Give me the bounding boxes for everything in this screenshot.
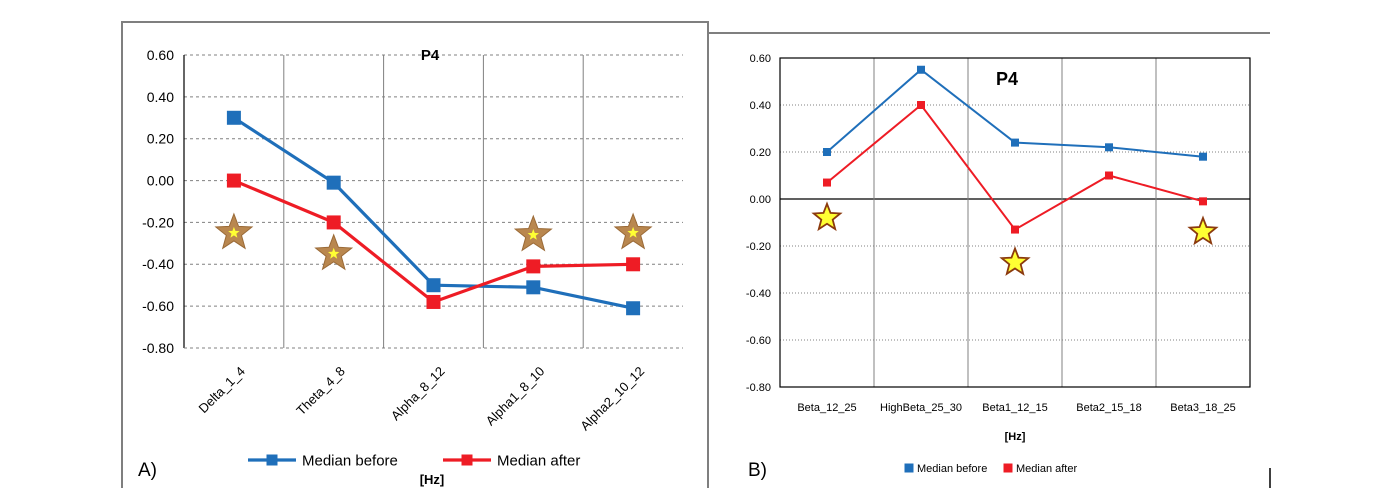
legend-label-after: Median after (497, 452, 580, 469)
data-point-before (426, 278, 441, 293)
y-tick-label: -0.80 (142, 340, 174, 356)
data-point-before (1011, 138, 1019, 147)
significance-star-icon (811, 201, 843, 232)
significance-star-center-icon (527, 229, 539, 240)
data-point-before (1199, 152, 1207, 161)
y-tick-label: 0.00 (147, 172, 174, 188)
data-point-after (626, 257, 641, 272)
legend-marker-before (266, 454, 278, 466)
y-tick-label: -0.60 (746, 335, 771, 347)
y-tick-label: 0.00 (750, 194, 771, 206)
plot-area-border (779, 57, 1251, 388)
significance-star-center-icon (627, 226, 639, 238)
data-point-before (526, 280, 541, 295)
data-point-after (426, 294, 441, 309)
legend-marker-before (904, 463, 914, 473)
data-point-before (823, 148, 831, 156)
y-tick-label: 0.60 (147, 47, 174, 63)
x-tick-label: Beta3_18_25 (1170, 402, 1235, 414)
y-tick-label: 0.60 (750, 53, 771, 65)
data-point-before (917, 65, 925, 74)
y-tick-label: -0.80 (746, 382, 771, 394)
y-tick-label: -0.40 (746, 288, 771, 300)
chart-frame (707, 32, 1270, 488)
significance-star-center-icon (228, 226, 240, 238)
y-tick-label: 0.20 (750, 147, 771, 159)
data-point-before (226, 110, 241, 125)
data-point-after (823, 178, 831, 187)
legend-marker-after (1003, 463, 1013, 473)
series-line-after (826, 103, 1204, 231)
data-point-after (1011, 225, 1019, 234)
y-tick-label: -0.20 (746, 241, 771, 253)
panel-label: A) (138, 460, 157, 481)
data-point-after (1105, 171, 1113, 180)
y-tick-label: -0.60 (142, 298, 174, 314)
data-point-before (1105, 143, 1113, 152)
significance-star-icon (1187, 215, 1219, 246)
x-tick-label: Beta2_15_18 (1076, 402, 1141, 414)
data-point-after (526, 259, 541, 274)
data-point-after (326, 215, 341, 230)
x-tick-label: HighBeta_25_30 (880, 402, 962, 414)
panel-label: B) (748, 460, 767, 481)
data-point-before (626, 301, 641, 316)
significance-star-center-icon (328, 247, 340, 259)
data-point-before (326, 175, 341, 190)
data-point-after (1199, 197, 1207, 206)
chart-title: P4 (421, 47, 440, 64)
y-tick-label: 0.40 (147, 89, 174, 105)
data-point-after (917, 101, 925, 109)
y-tick-label: -0.20 (142, 214, 174, 230)
x-tick-label: Beta_12_25 (797, 402, 856, 414)
x-axis-label: [Hz] (1005, 431, 1026, 443)
chart-title: P4 (996, 69, 1018, 89)
y-tick-label: 0.20 (147, 131, 174, 147)
y-tick-label: -0.40 (142, 256, 174, 272)
y-tick-label: 0.40 (750, 100, 771, 112)
legend-label-after: Median after (1016, 463, 1077, 475)
x-axis-label: [Hz] (420, 472, 445, 487)
legend-marker-after (461, 454, 473, 466)
legend-label-before: Median before (302, 452, 398, 469)
data-point-after (226, 173, 241, 188)
significance-star-icon (999, 245, 1031, 276)
legend-label-before: Median before (917, 463, 987, 475)
x-tick-label: Beta1_12_15 (982, 402, 1047, 414)
